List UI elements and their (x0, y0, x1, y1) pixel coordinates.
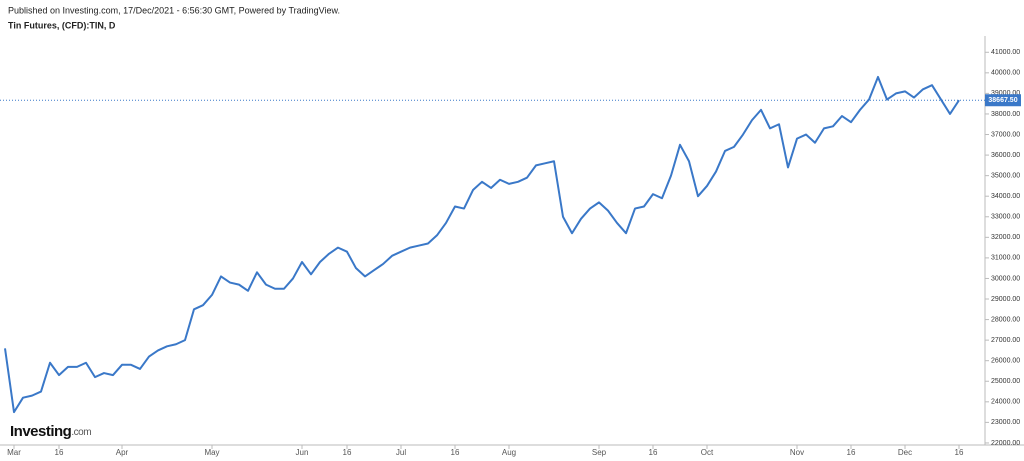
y-tick-label: 23000.00 (991, 419, 1020, 426)
x-tick-label: May (204, 448, 219, 457)
x-tick-label: Dec (898, 448, 912, 457)
y-tick-label: 22000.00 (991, 440, 1020, 447)
y-tick-label: 30000.00 (991, 275, 1020, 282)
x-tick-label: 16 (343, 448, 352, 457)
y-tick-label: 29000.00 (991, 296, 1020, 303)
y-tick-label: 31000.00 (991, 255, 1020, 262)
x-tick-label: Mar (7, 448, 21, 457)
x-tick-label: Nov (790, 448, 804, 457)
y-tick-label: 37000.00 (991, 131, 1020, 138)
y-tick-label: 24000.00 (991, 399, 1020, 406)
y-tick-label: 32000.00 (991, 234, 1020, 241)
x-tick-label: 16 (955, 448, 964, 457)
y-tick-label: 34000.00 (991, 193, 1020, 200)
y-tick-label: 38000.00 (991, 111, 1020, 118)
symbol-title: Tin Futures, (CFD):TIN, D (8, 20, 116, 30)
published-note: Published on Investing.com, 17/Dec/2021 … (8, 5, 340, 15)
x-tick-label: Sep (592, 448, 607, 457)
logo-suffix: .com (71, 427, 91, 438)
y-tick-label: 41000.00 (991, 49, 1020, 56)
x-tick-label: Jul (396, 448, 406, 457)
x-tick-label: 16 (649, 448, 658, 457)
x-tick-label: Jun (296, 448, 309, 457)
y-tick-label: 40000.00 (991, 70, 1020, 77)
y-tick-label: 39000.00 (991, 90, 1020, 97)
y-tick-label: 27000.00 (991, 337, 1020, 344)
price-tag (985, 94, 1021, 107)
x-tick-label: 16 (847, 448, 856, 457)
y-tick-label: 26000.00 (991, 358, 1020, 365)
y-tick-label: 35000.00 (991, 172, 1020, 179)
y-tick-label: 33000.00 (991, 214, 1020, 221)
x-tick-label: 16 (55, 448, 64, 457)
y-tick-label: 25000.00 (991, 378, 1020, 385)
logo-name: Investing (10, 423, 72, 440)
x-tick-label: Aug (502, 448, 516, 457)
logo: Investing.com (10, 423, 91, 440)
x-tick-label: Apr (116, 448, 129, 457)
price-tag-label: 38667.50 (988, 97, 1017, 104)
price-line-series (4, 75, 960, 414)
x-tick-label: 16 (451, 448, 460, 457)
y-tick-label: 36000.00 (991, 152, 1020, 159)
y-tick-label: 28000.00 (991, 316, 1020, 323)
x-tick-label: Oct (701, 448, 714, 457)
